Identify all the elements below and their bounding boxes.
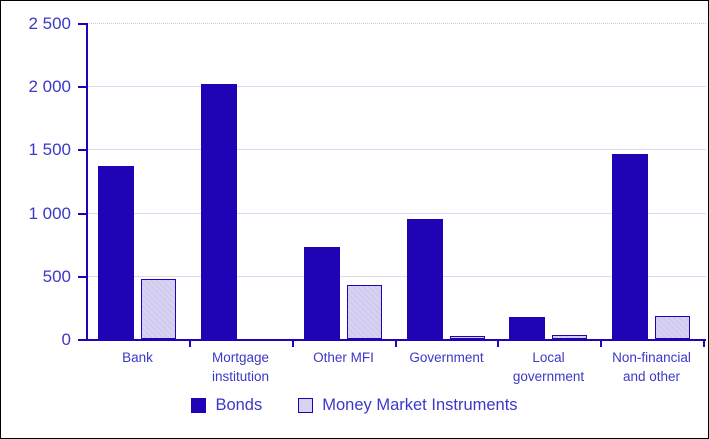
x-category-label: Mortgage institution	[211, 350, 270, 384]
gridline	[87, 23, 706, 24]
y-tick-label: 500	[42, 267, 71, 286]
bar-mmi-4	[450, 336, 485, 339]
x-category-label: Local government	[512, 350, 585, 384]
x-category-label: Government	[409, 350, 484, 365]
bar-bonds-4	[407, 219, 443, 339]
y-tick	[78, 149, 86, 151]
x-tick	[189, 341, 191, 347]
x-tick	[497, 341, 499, 347]
y-tick	[78, 86, 86, 88]
y-tick-label: 0	[61, 330, 71, 349]
x-tick	[703, 341, 705, 347]
mmi-swatch-icon	[298, 398, 314, 413]
bar-mmi-1	[141, 279, 176, 339]
x-tick	[600, 341, 602, 347]
y-tick	[78, 213, 86, 215]
legend-label: Bonds	[215, 396, 263, 414]
bar-bonds-3	[304, 247, 340, 339]
bonds-swatch-icon	[191, 398, 207, 413]
x-axis-line	[86, 339, 706, 341]
legend-item-mmi: Money Market Instruments	[298, 396, 518, 415]
bar-mmi-3	[347, 285, 382, 339]
legend: Bonds Money Market Instruments	[1, 396, 708, 415]
bar-bonds-6	[612, 154, 648, 339]
x-category-label: Other MFI	[313, 350, 374, 365]
y-tick	[78, 276, 86, 278]
x-category-label: Non-financial and other	[612, 350, 691, 384]
gridline	[87, 149, 706, 150]
x-tick	[292, 341, 294, 347]
bar-mmi-6	[655, 316, 690, 339]
bar-bonds-2	[201, 84, 237, 339]
legend-item-bonds: Bonds	[191, 396, 262, 415]
x-category-label: Bank	[122, 350, 153, 365]
gridline	[87, 213, 706, 214]
x-tick	[395, 341, 397, 347]
y-tick-label: 1 500	[28, 140, 71, 159]
gridline	[87, 276, 706, 277]
bar-bonds-1	[98, 166, 134, 339]
y-axis-line	[86, 23, 88, 341]
y-tick-label: 2 500	[28, 14, 71, 33]
y-tick	[78, 23, 86, 25]
bar-bonds-5	[509, 317, 545, 339]
legend-label: Money Market Instruments	[322, 396, 518, 414]
y-tick-label: 1 000	[28, 204, 71, 223]
y-tick-label: 2 000	[28, 77, 71, 96]
bar-mmi-5	[552, 335, 587, 339]
y-tick	[78, 339, 86, 341]
gridline	[87, 86, 706, 87]
